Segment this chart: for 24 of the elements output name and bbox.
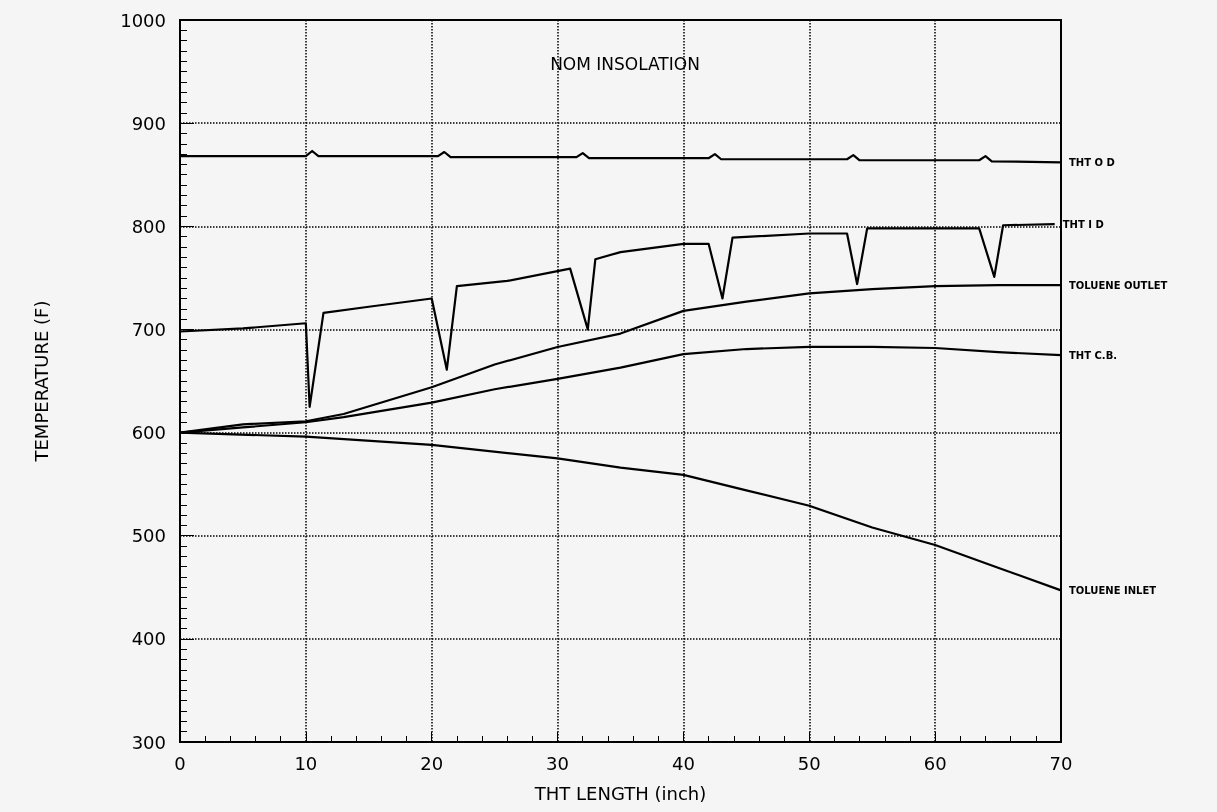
x-tick-label: 0 — [174, 752, 186, 774]
x-tick-label: 60 — [923, 752, 947, 774]
y-tick-label: 600 — [131, 422, 166, 444]
y-tick-label: 800 — [131, 215, 166, 237]
x-tick-label: 10 — [294, 752, 318, 774]
y-axis-title: TEMPERATURE (F) — [30, 300, 52, 463]
text: NOM INSOLATION — [550, 53, 700, 74]
y-tick-label: 400 — [131, 628, 166, 650]
x-tick-label: 20 — [420, 752, 444, 774]
y-tick-label: 900 — [131, 112, 166, 134]
series-label: TOLUENE OUTLET — [1069, 279, 1168, 291]
x-tick-label: 50 — [797, 752, 821, 774]
y-tick-label: 1000 — [120, 9, 166, 31]
x-tick-label: 70 — [1049, 752, 1073, 774]
series-label: THT O D — [1069, 156, 1115, 168]
y-tick-label: 700 — [131, 318, 166, 340]
x-tick-label: 40 — [671, 752, 695, 774]
x-tick-label: 30 — [546, 752, 570, 774]
y-tick-label: 500 — [131, 525, 166, 547]
series-label: THT I D — [1062, 218, 1104, 230]
series-label: THT C.B. — [1069, 349, 1118, 361]
y-tick-label: 300 — [131, 731, 166, 753]
series-label: TOLUENE INLET — [1069, 584, 1157, 596]
x-axis-title: THT LENGTH (inch) — [533, 782, 707, 804]
